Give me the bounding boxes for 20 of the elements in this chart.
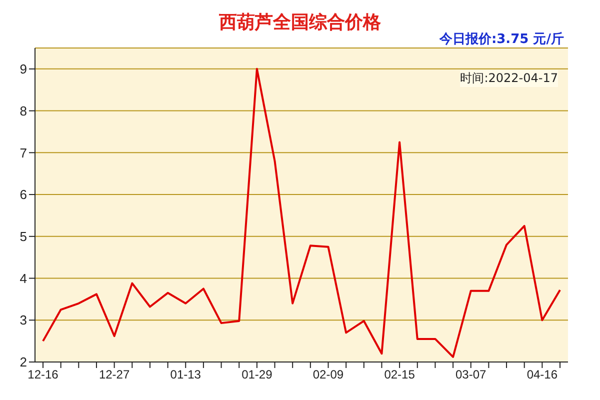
x-tick-label: 01-13 [170,368,202,382]
annotation: 时间:2022-04-17 [460,70,558,87]
chart-title: 西葫芦全国综合价格 [219,12,381,33]
line-series [42,68,561,358]
x-tick-label: 01-29 [242,368,273,382]
y-tick-label: 9 [20,62,27,77]
y-tick-label: 3 [20,312,27,328]
chart-subtitle: 今日报价:3.75 元/斤 [439,30,564,48]
y-tick-label: 5 [20,229,27,244]
y-tick-label: 7 [20,145,27,160]
x-tick-label: 12-16 [28,368,59,382]
y-tick-label: 2 [20,354,27,370]
y-tick-label: 8 [20,103,27,118]
x-tick-label: 12-27 [98,368,130,382]
x-tick-label: 02-15 [384,368,416,382]
y-tick-label: 4 [20,270,27,286]
y-tick-label: 6 [20,187,27,202]
x-tick-label: 04-16 [526,368,558,382]
x-tick-label: 03-07 [456,368,487,382]
x-tick-label: 02-09 [312,368,344,382]
